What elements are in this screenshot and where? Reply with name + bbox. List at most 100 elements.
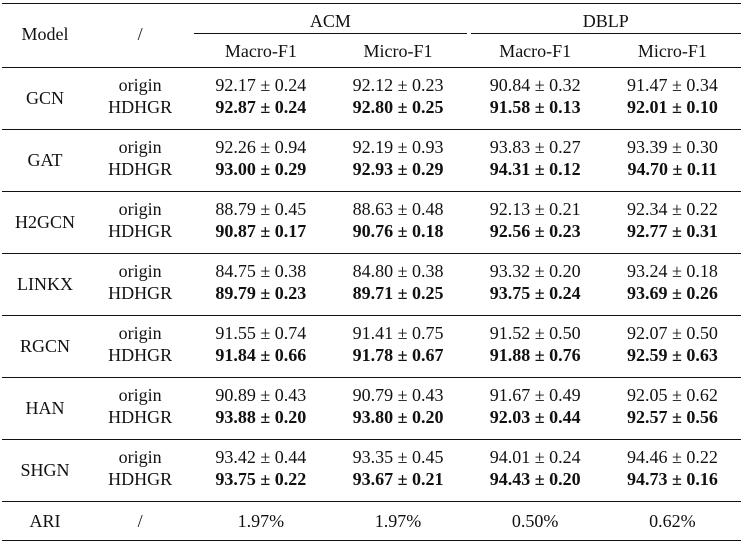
variant-label: origin (88, 253, 193, 282)
table-row-hdhgr: HDHGR 90.87 ± 0.17 90.76 ± 0.18 92.56 ± 0.2… (2, 220, 741, 254)
table-row-origin: HAN origin 90.89 ± 0.43 90.79 ± 0.43 91.67 ±… (2, 377, 741, 440)
table-row-hdhgr: HDHGR 91.84 ± 0.66 91.78 ± 0.67 91.88 ± 0.7… (2, 344, 741, 378)
value-cell-best: 93.75 ± 0.24 (489, 283, 581, 303)
value-cell: 93.35 ± 0.45 (329, 439, 467, 468)
value-cell: 93.24 ± 0.18 (603, 253, 741, 282)
value-cell-best: 94.43 ± 0.20 (489, 469, 581, 489)
value-cell: 84.75 ± 0.38 (192, 253, 330, 282)
value-cell-best: 92.59 ± 0.63 (626, 345, 718, 365)
value-cell-best: 94.31 ± 0.12 (489, 159, 581, 179)
header-row-datasets: Model / ACM DBLP (2, 3, 741, 68)
header-metric: Micro-F1 (637, 41, 707, 61)
value-cell: 92.19 ± 0.93 (329, 129, 467, 158)
variant-label: origin (88, 439, 193, 468)
value-cell-best: 93.67 ± 0.21 (352, 469, 444, 489)
value-cell: 90.79 ± 0.43 (329, 377, 467, 406)
value-cell: 92.34 ± 0.22 (603, 191, 741, 220)
value-cell: 94.46 ± 0.22 (603, 439, 741, 468)
value-cell: 91.52 ± 0.50 (466, 315, 604, 344)
model-name: LINKX (2, 253, 89, 316)
ari-value: 1.97% (329, 501, 467, 541)
value-cell: 94.01 ± 0.24 (466, 439, 604, 468)
ari-value: 1.97% (192, 501, 330, 541)
table-row-origin: GCN origin 92.17 ± 0.24 92.12 ± 0.23 90.84 ±… (2, 67, 741, 130)
value-cell-best: 93.69 ± 0.26 (626, 283, 718, 303)
model-name: GCN (2, 67, 89, 130)
variant-label: origin (88, 67, 193, 96)
value-cell-best: 92.80 ± 0.25 (352, 97, 444, 117)
value-cell-best: 92.56 ± 0.23 (489, 221, 581, 241)
table-row-hdhgr: HDHGR 89.79 ± 0.23 89.71 ± 0.25 93.75 ± 0.2… (2, 282, 741, 316)
value-cell-best: 93.00 ± 0.29 (215, 159, 307, 179)
table-row-hdhgr: HDHGR 93.75 ± 0.22 93.67 ± 0.21 94.43 ± 0.2… (2, 468, 741, 502)
model-name: GAT (2, 129, 89, 192)
header-metric: Micro-F1 (363, 41, 433, 61)
value-cell-best: 92.77 ± 0.31 (626, 221, 718, 241)
variant-label: origin (88, 315, 193, 344)
header-metric: Macro-F1 (224, 41, 297, 61)
value-cell: 92.13 ± 0.21 (466, 191, 604, 220)
table-row-origin: LINKX origin 84.75 ± 0.38 84.80 ± 0.38 93.32… (2, 253, 741, 316)
value-cell-best: 90.87 ± 0.17 (215, 221, 307, 241)
ari-variant: / (88, 501, 193, 541)
ari-label: ARI (2, 501, 89, 541)
value-cell: 93.39 ± 0.30 (603, 129, 741, 158)
value-cell: 91.67 ± 0.49 (466, 377, 604, 406)
value-cell-best: 89.71 ± 0.25 (352, 283, 444, 303)
variant-label: HDHGR (108, 345, 173, 365)
value-cell: 91.55 ± 0.74 (192, 315, 330, 344)
header-dataset-acm: ACM (192, 3, 467, 36)
header-metric: Macro-F1 (499, 41, 572, 61)
value-cell-best: 92.93 ± 0.29 (352, 159, 444, 179)
header-dataset-dblp-label: DBLP (470, 11, 741, 34)
value-cell-best: 94.70 ± 0.11 (627, 159, 718, 179)
value-cell-best: 91.58 ± 0.13 (489, 97, 581, 117)
table-row-hdhgr: HDHGR 92.87 ± 0.24 92.80 ± 0.25 91.58 ± 0.1… (2, 96, 741, 130)
variant-label: HDHGR (108, 159, 173, 179)
value-cell-best: 90.76 ± 0.18 (352, 221, 444, 241)
value-cell: 93.42 ± 0.44 (192, 439, 330, 468)
table-row-ari: ARI/1.97% 1.97% 0.50% 0.62% (2, 501, 741, 541)
value-cell-best: 93.80 ± 0.20 (352, 407, 444, 427)
model-name: RGCN (2, 315, 89, 378)
value-cell: 92.05 ± 0.62 (603, 377, 741, 406)
model-name: H2GCN (2, 191, 89, 254)
value-cell: 91.41 ± 0.75 (329, 315, 467, 344)
header-model: Model (2, 3, 89, 68)
variant-label: HDHGR (108, 283, 173, 303)
value-cell: 92.17 ± 0.24 (192, 67, 330, 96)
value-cell-best: 91.84 ± 0.66 (215, 345, 307, 365)
variant-label: origin (88, 377, 193, 406)
value-cell-best: 93.88 ± 0.20 (215, 407, 307, 427)
value-cell: 92.26 ± 0.94 (192, 129, 330, 158)
header-dataset-dblp: DBLP (466, 3, 741, 36)
ari-value: 0.62% (603, 501, 741, 541)
value-cell-best: 93.75 ± 0.22 (215, 469, 307, 489)
value-cell-best: 92.87 ± 0.24 (215, 97, 307, 117)
value-cell: 84.80 ± 0.38 (329, 253, 467, 282)
model-name: SHGN (2, 439, 89, 502)
table-row-origin: SHGN origin 93.42 ± 0.44 93.35 ± 0.45 94.01 … (2, 439, 741, 502)
value-cell: 91.47 ± 0.34 (603, 67, 741, 96)
header-dataset-acm-label: ACM (194, 11, 467, 34)
variant-label: HDHGR (108, 221, 173, 241)
model-name: HAN (2, 377, 89, 440)
variant-label: origin (88, 191, 193, 220)
value-cell-best: 92.03 ± 0.44 (489, 407, 581, 427)
variant-label: HDHGR (108, 469, 173, 489)
table-row-origin: RGCN origin 91.55 ± 0.74 91.41 ± 0.75 91.52 … (2, 315, 741, 378)
value-cell: 92.12 ± 0.23 (329, 67, 467, 96)
variant-label: origin (88, 129, 193, 158)
value-cell: 88.79 ± 0.45 (192, 191, 330, 220)
table-row-origin: GAT origin 92.26 ± 0.94 92.19 ± 0.93 93.83 ±… (2, 129, 741, 192)
value-cell-best: 94.73 ± 0.16 (626, 469, 718, 489)
value-cell-best: 92.57 ± 0.56 (626, 407, 718, 427)
table-row-hdhgr: HDHGR 93.88 ± 0.20 93.80 ± 0.20 92.03 ± 0.4… (2, 406, 741, 440)
table-row-hdhgr: HDHGR 93.00 ± 0.29 92.93 ± 0.29 94.31 ± 0.1… (2, 158, 741, 192)
value-cell-best: 89.79 ± 0.23 (215, 283, 307, 303)
value-cell: 88.63 ± 0.48 (329, 191, 467, 220)
value-cell: 92.07 ± 0.50 (603, 315, 741, 344)
value-cell: 90.89 ± 0.43 (192, 377, 330, 406)
ari-value: 0.50% (466, 501, 604, 541)
header-variant: / (88, 3, 193, 68)
